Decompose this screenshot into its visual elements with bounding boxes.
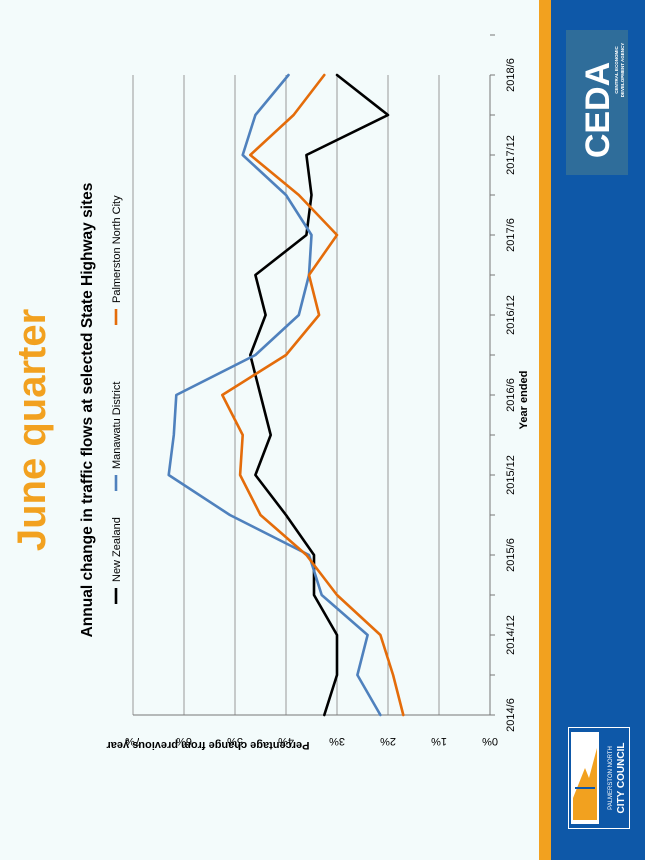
y-tick-label: 2% — [380, 735, 396, 747]
chart: 0% 1% 2% 3% 4% 5% 6% 7% 2014/6 2014/12 2015/6 2015/… — [10, 34, 530, 751]
y-tick-label: 6% — [176, 735, 192, 747]
legend-label-3: Palmerston North City — [111, 195, 123, 303]
pncc-logo-line2: CITY COUNCIL — [616, 743, 627, 814]
x-tick-label: 2015/12 — [505, 455, 517, 495]
x-tick-label: 2016/6 — [505, 378, 517, 412]
legend: New Zealand Manawatu District Palmerston N… — [111, 195, 123, 604]
ceda-logo-subtitle-2: DEVELOPMENT AGENCY — [620, 43, 625, 98]
x-tick-label: 2014/6 — [505, 698, 517, 732]
legend-label-2: Manawatu District — [111, 382, 123, 469]
x-tick-label: 2018/6 — [505, 58, 517, 92]
pncc-logo-line1: PALMERSTON NORTH — [608, 746, 614, 810]
x-tick-label: 2016/12 — [505, 295, 517, 335]
series-line-2 — [167, 73, 382, 717]
plot-area: 0% 1% 2% 3% 4% 5% 6% 7% 2014/6 2014/12 2015/6 2015/… — [125, 34, 517, 747]
x-tick-label: 2017/6 — [505, 218, 517, 252]
x-axis-label: Year ended — [518, 371, 530, 430]
y-tick-label: 1% — [431, 735, 447, 747]
y-tick-label: 5% — [227, 735, 243, 747]
series-line-3 — [221, 73, 405, 717]
ceda-logo-wordmark: CEDA — [579, 62, 617, 158]
x-tick-label: 2015/6 — [505, 538, 517, 572]
y-tick-label: 4% — [278, 735, 294, 747]
accent-stripe — [539, 0, 551, 860]
slide-heading: June quarter — [10, 309, 54, 551]
ceda-logo-subtitle-1: CENTRAL ECONOMIC — [614, 46, 619, 94]
y-axis-label: Percentage change from previous year — [106, 739, 310, 751]
y-tick-label: 0% — [482, 735, 498, 747]
y-tick-label: 7% — [125, 735, 141, 747]
pncc-logo: PALMERSTON NORTH CITY COUNCIL — [568, 727, 630, 829]
series-line-1 — [249, 73, 390, 717]
chart-title: Annual change in traffic flows at select… — [79, 183, 96, 638]
y-tick-label: 3% — [329, 735, 345, 747]
x-tick-label: 2017/12 — [505, 135, 517, 175]
ceda-logo: CEDA CENTRAL ECONOMIC DEVELOPMENT AGENCY — [566, 30, 628, 175]
legend-label-1: New Zealand — [111, 517, 123, 582]
x-tick-label: 2014/12 — [505, 615, 517, 655]
